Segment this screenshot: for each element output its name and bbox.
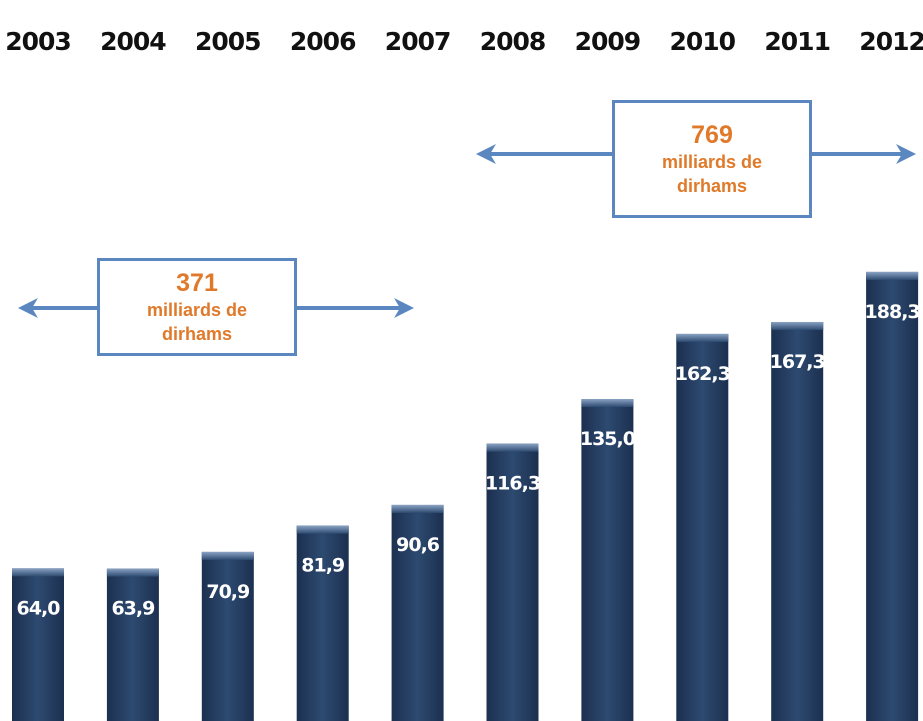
annotation-text: milliards de dirhams (146, 300, 248, 344)
x-tick-label: 2005 (195, 27, 261, 56)
x-tick-label: 2007 (385, 27, 451, 56)
annotation-text: milliards de dirhams (661, 152, 763, 196)
bar (391, 504, 444, 721)
bar (771, 321, 824, 721)
bar-cap (296, 525, 349, 534)
x-tick-label: 2004 (100, 27, 166, 56)
x-tick-label: 2009 (575, 27, 641, 56)
value-label: 167,3 (770, 351, 825, 373)
value-label: 64,0 (17, 597, 61, 619)
bar-cap (581, 399, 634, 408)
value-label: 63,9 (111, 598, 154, 620)
bar (296, 525, 349, 721)
bar-cap (486, 443, 539, 452)
bar-cap (391, 504, 444, 513)
x-tick-label: 2010 (670, 27, 736, 56)
value-label: 90,6 (396, 534, 440, 556)
value-label: 70,9 (206, 581, 249, 603)
x-tick-label: 2006 (290, 27, 356, 56)
bar-cap (676, 333, 729, 342)
bar-cap (771, 321, 824, 330)
x-tick-label: 2012 (859, 27, 923, 56)
bar-cap (106, 568, 159, 577)
bar (201, 551, 254, 721)
bar (676, 333, 729, 721)
value-label: 135,0 (580, 428, 636, 450)
bar-cap (12, 568, 64, 577)
bar (106, 568, 159, 721)
value-label: 116,3 (485, 473, 540, 495)
bar (581, 399, 634, 721)
bar (486, 443, 539, 721)
annotation-amount: 371 (176, 269, 218, 297)
x-tick-label: 2011 (764, 27, 830, 56)
bar (866, 271, 919, 721)
bar (12, 568, 64, 721)
annotation-amount: 769 (691, 121, 733, 149)
bar-cap (201, 551, 254, 560)
value-label: 81,9 (301, 555, 344, 577)
x-tick-label: 2008 (480, 27, 546, 56)
value-label: 162,3 (675, 363, 730, 385)
value-label: 188,3 (865, 301, 920, 323)
x-tick-label: 2003 (5, 27, 71, 56)
annotation-box: 371 milliards de dirhams (97, 258, 297, 356)
annotation-box: 769 milliards de dirhams (612, 100, 812, 218)
bar-cap (866, 271, 919, 280)
